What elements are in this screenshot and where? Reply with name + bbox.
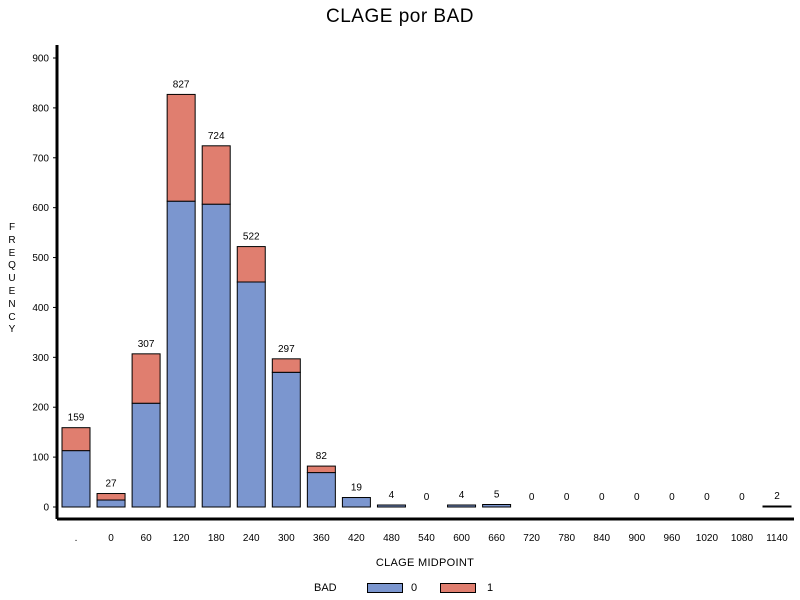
bar-segment-1 bbox=[306, 465, 336, 474]
y-tick-label: 0 bbox=[43, 503, 49, 514]
bar-segment-0 bbox=[96, 499, 126, 508]
x-tick-label: 540 bbox=[418, 533, 435, 544]
y-axis-label-letter: R bbox=[8, 234, 16, 246]
bar-total-label: 297 bbox=[278, 344, 295, 355]
x-tick-label: 1020 bbox=[696, 533, 719, 544]
x-tick-label: 600 bbox=[453, 533, 470, 544]
x-tick-label: 240 bbox=[243, 533, 260, 544]
bar-total-label: 522 bbox=[243, 232, 260, 243]
bar-total-label: 0 bbox=[739, 492, 745, 503]
y-axis-label-letter: U bbox=[8, 273, 16, 285]
x-axis-label: CLAGE MIDPOINT bbox=[375, 557, 475, 569]
legend-label-1: 1 bbox=[487, 582, 494, 594]
legend-swatch-1 bbox=[440, 583, 476, 593]
y-axis-label-letter: Y bbox=[8, 324, 16, 336]
y-axis-label-letter: C bbox=[8, 311, 16, 323]
x-tick-label: . bbox=[75, 533, 78, 544]
bar-segment-1 bbox=[166, 93, 196, 202]
bar-total-label: 0 bbox=[634, 492, 640, 503]
bar-segment-1 bbox=[236, 246, 266, 283]
bar-segment-1 bbox=[96, 493, 126, 501]
bar-total-label: 5 bbox=[494, 490, 500, 501]
legend-title: BAD bbox=[314, 582, 337, 594]
bar-total-label: 4 bbox=[459, 490, 465, 501]
x-tick-label: 840 bbox=[593, 533, 610, 544]
y-tick-label: 900 bbox=[32, 54, 49, 65]
x-tick-label: 300 bbox=[278, 533, 295, 544]
chart-plot-area: 0100200300400500600700800900159.27030760… bbox=[32, 45, 794, 544]
bar-segment-0 bbox=[166, 200, 196, 508]
bar-segment-0 bbox=[341, 497, 371, 508]
x-tick-label: 1140 bbox=[766, 533, 788, 544]
bar-segment-0 bbox=[61, 450, 91, 508]
y-axis-label-letter: N bbox=[8, 298, 16, 310]
bar-total-label: 2 bbox=[774, 491, 780, 502]
bar-total-label: 307 bbox=[138, 339, 155, 350]
bar-segment-0 bbox=[201, 203, 231, 508]
x-tick-label: 60 bbox=[141, 533, 153, 544]
x-tick-label: 360 bbox=[313, 533, 330, 544]
x-tick-label: 180 bbox=[208, 533, 225, 544]
bar-total-label: 0 bbox=[529, 492, 535, 503]
x-tick-label: 960 bbox=[664, 533, 681, 544]
x-tick-label: 720 bbox=[523, 533, 540, 544]
y-tick-label: 600 bbox=[32, 203, 49, 214]
x-tick-label: 420 bbox=[348, 533, 365, 544]
chart-title: CLAGE por BAD bbox=[326, 6, 474, 27]
bar-segment-0 bbox=[131, 402, 161, 508]
y-axis-label-letter: Q bbox=[8, 260, 16, 272]
x-tick-label: 120 bbox=[173, 533, 190, 544]
bar-segment-1 bbox=[201, 145, 231, 205]
bar-segment-0 bbox=[447, 504, 477, 508]
y-tick-label: 100 bbox=[32, 453, 49, 464]
bar-segment-0 bbox=[482, 504, 512, 508]
y-tick-label: 700 bbox=[32, 153, 49, 164]
x-tick-label: 900 bbox=[628, 533, 645, 544]
x-tick-label: 480 bbox=[383, 533, 400, 544]
x-tick-label: 0 bbox=[108, 533, 114, 544]
bar-total-label: 827 bbox=[173, 79, 190, 90]
y-tick-label: 200 bbox=[32, 403, 49, 414]
bar-total-label: 27 bbox=[105, 479, 117, 490]
y-tick-label: 800 bbox=[32, 103, 49, 114]
y-axis-label-letter: E bbox=[8, 247, 16, 259]
x-tick-label: 780 bbox=[558, 533, 575, 544]
chart-legend: BAD 0 1 bbox=[0, 582, 800, 596]
bar-total-label: 0 bbox=[599, 492, 605, 503]
legend-label-0: 0 bbox=[411, 582, 418, 594]
bar-total-label: 159 bbox=[68, 413, 85, 424]
bar-total-label: 0 bbox=[424, 492, 430, 503]
bar-segment-1 bbox=[61, 427, 91, 452]
bar-segment-1 bbox=[131, 353, 161, 404]
bar-segment-1 bbox=[762, 505, 792, 508]
y-tick-label: 300 bbox=[32, 353, 49, 364]
bar-segment-1 bbox=[271, 358, 301, 373]
bar-total-label: 82 bbox=[316, 451, 328, 462]
bar-segment-0 bbox=[376, 504, 406, 508]
x-tick-label: 660 bbox=[488, 533, 505, 544]
y-axis-label-letter: F bbox=[8, 222, 16, 233]
bar-total-label: 724 bbox=[208, 131, 225, 142]
x-tick-label: 1080 bbox=[731, 533, 754, 544]
bar-segment-0 bbox=[306, 472, 336, 508]
y-tick-label: 500 bbox=[32, 253, 49, 264]
bar-total-label: 0 bbox=[564, 492, 570, 503]
bar-segment-0 bbox=[271, 371, 301, 508]
y-axis-label-letter: E bbox=[8, 285, 16, 297]
bar-total-label: 0 bbox=[669, 492, 675, 503]
y-tick-label: 400 bbox=[32, 303, 49, 314]
bar-total-label: 0 bbox=[704, 492, 710, 503]
legend-swatch-0 bbox=[367, 583, 403, 593]
bar-segment-0 bbox=[236, 281, 266, 508]
bar-total-label: 19 bbox=[351, 483, 363, 494]
bar-total-label: 4 bbox=[389, 490, 395, 501]
